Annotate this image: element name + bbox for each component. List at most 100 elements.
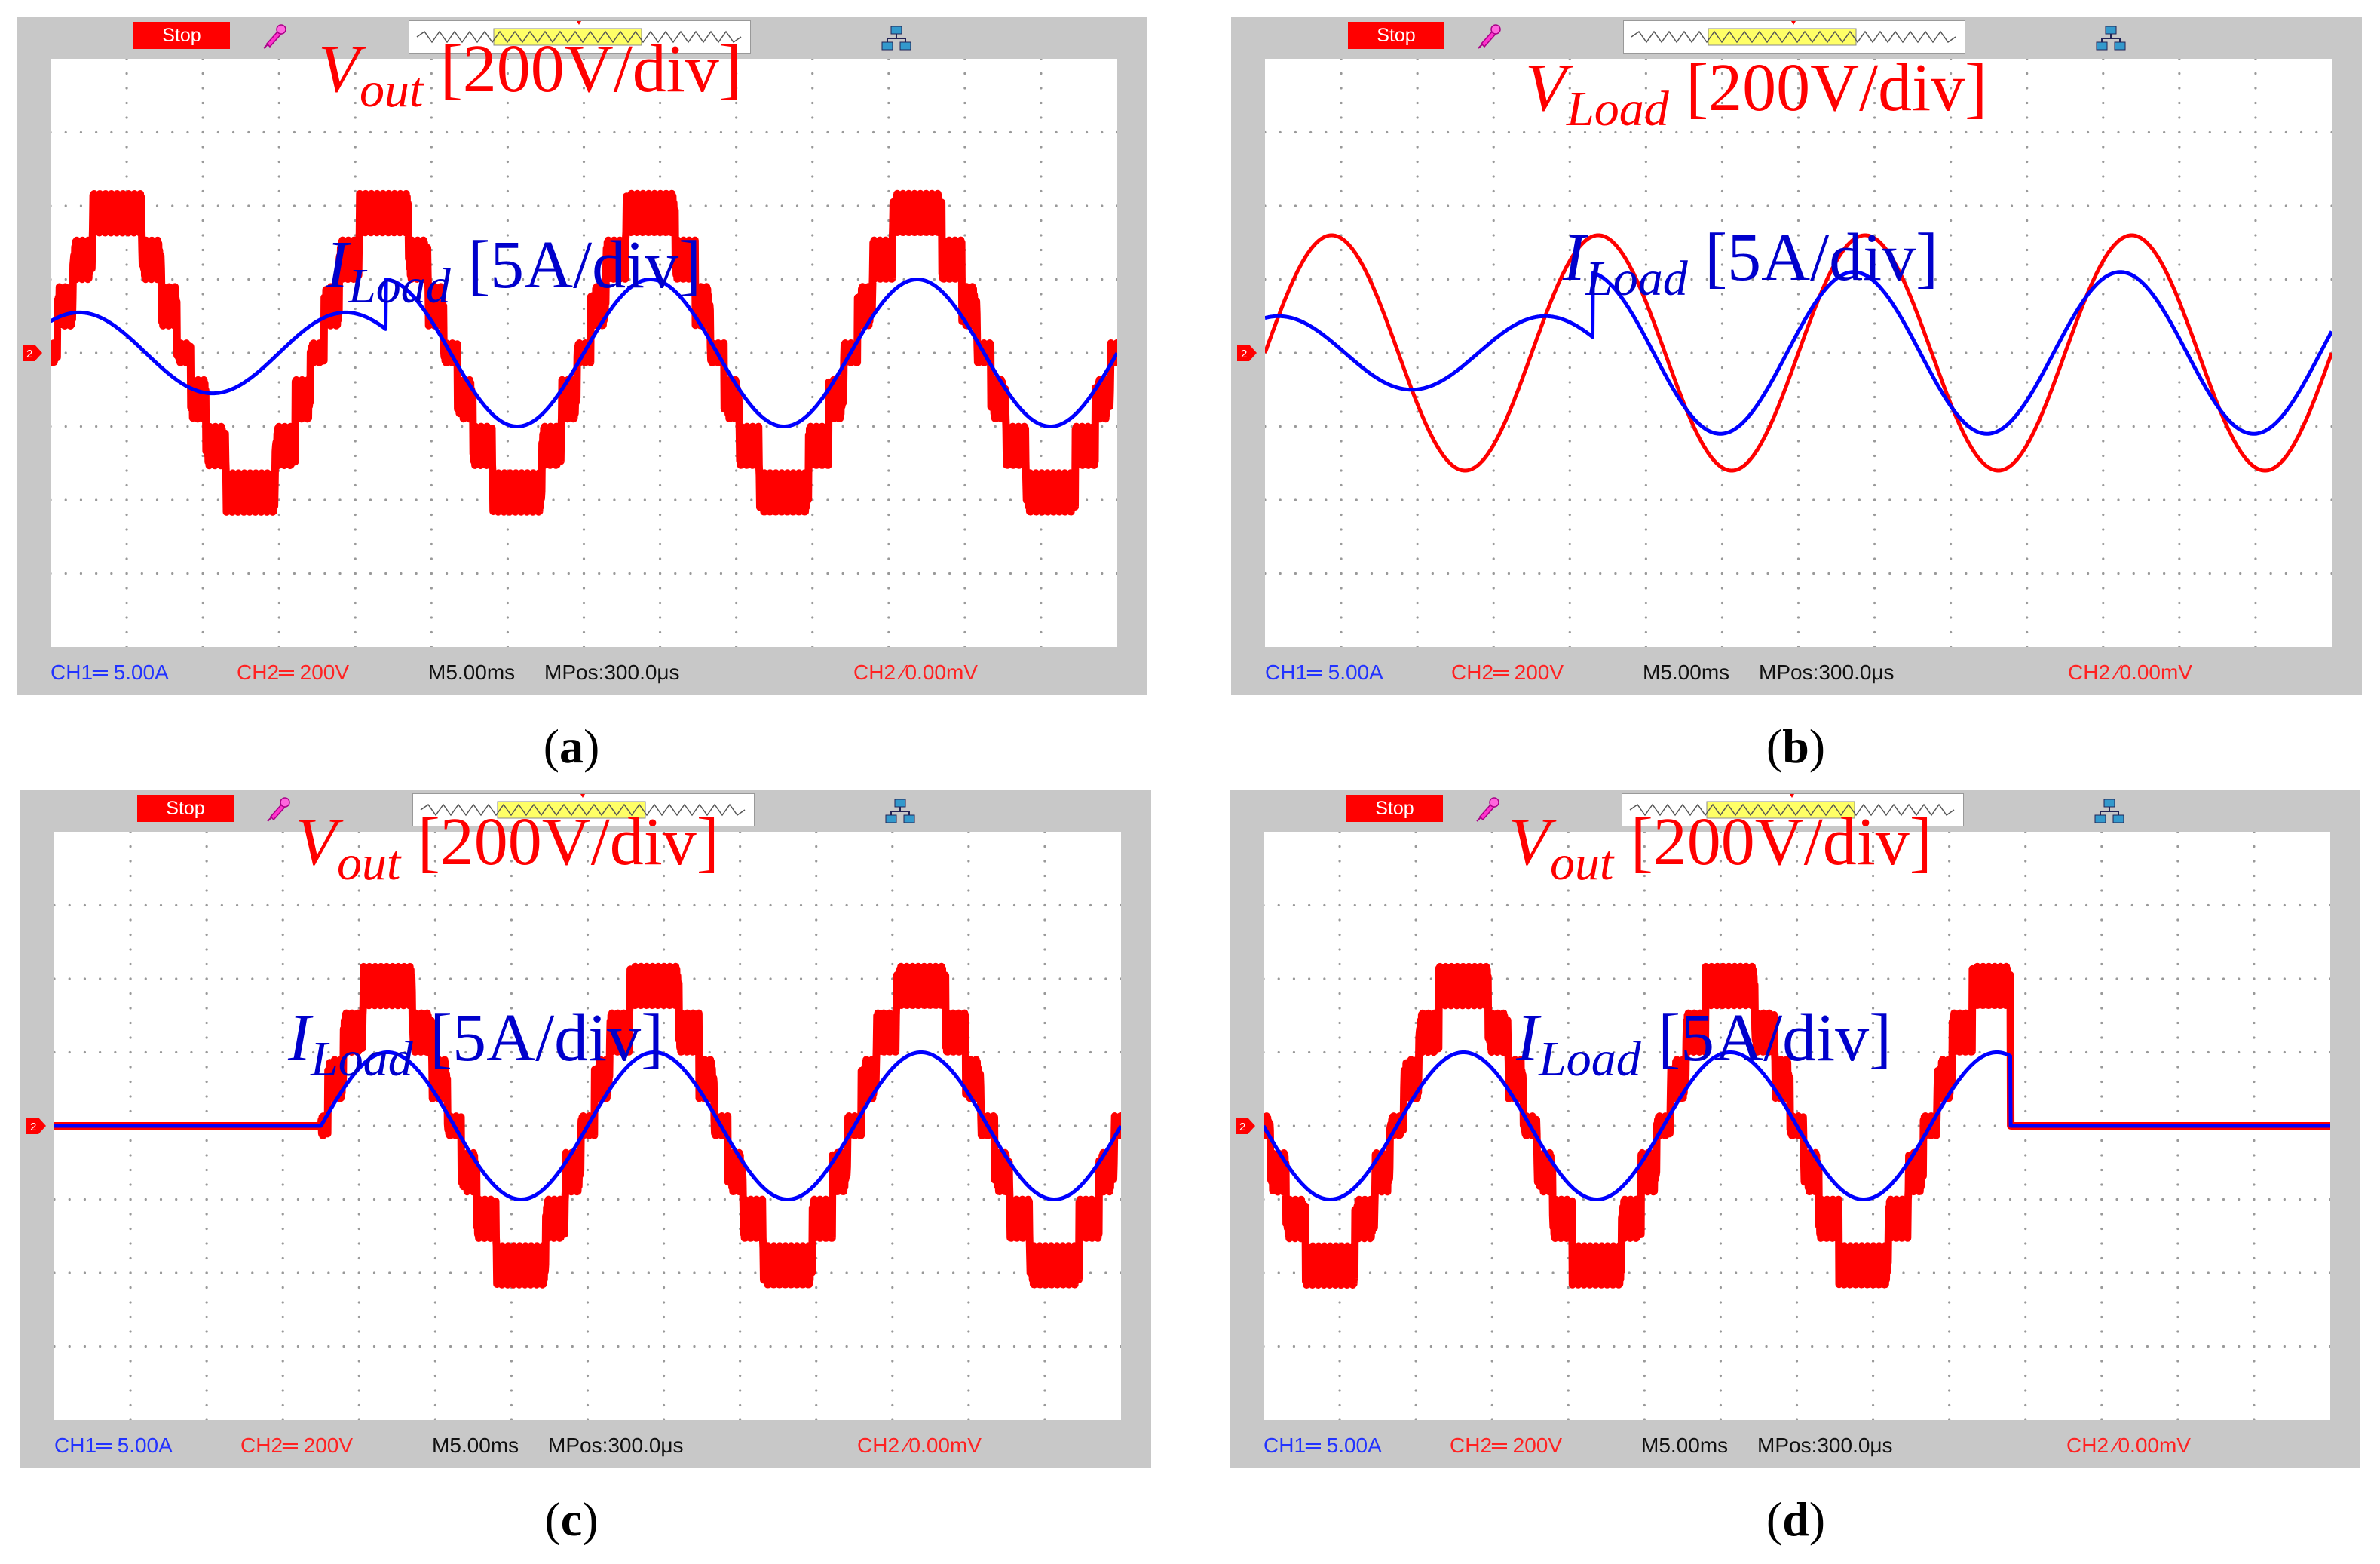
grid-dot [1340,146,1343,149]
grid-dot [1904,351,1907,354]
grid-dot [2253,962,2256,966]
grid-dot [2100,1242,2103,1245]
grid-dot [171,278,174,281]
grid-dot [1796,601,1800,605]
probe-icon[interactable] [259,21,289,51]
ch1-scale-readout: CH1═ 5.00A [1264,1434,1382,1457]
grid-dot [2238,1345,2241,1348]
stop-button[interactable]: Stop [1346,795,1443,822]
ch1_label-var: I [288,1001,311,1075]
grid-dot [1384,1050,1387,1054]
grid-dot [1644,351,1647,354]
grid-dot [658,440,662,443]
grid-dot [159,1345,163,1348]
grid-dot [2100,1198,2103,1201]
grid-dot [1689,1271,1692,1274]
grid-dot [1043,1330,1046,1333]
grid-dot [2026,263,2029,266]
grid-dot [2207,1050,2210,1054]
grid-dot [1492,381,1495,384]
grid-dot [342,1198,345,1201]
grid-dot [537,130,540,134]
grid-dot [2253,1242,2256,1245]
grid-dot [1353,1124,1356,1127]
grid-dot [2100,889,2103,892]
timeline-overview[interactable] [412,793,755,826]
grid-dot [765,351,768,354]
grid-dot [2239,498,2242,501]
grid-dot [586,1213,590,1216]
grid-dot [1085,572,1089,575]
stop-button[interactable]: Stop [137,795,234,822]
grid-dot [1720,293,1724,296]
grid-dot [1462,498,1465,501]
grid-dot [2102,528,2105,531]
grid-dot [567,425,570,428]
grid-dot [2330,498,2332,501]
grid-dot [1265,278,1267,281]
grid-dot [2254,646,2257,647]
grid-dot [1795,1095,1799,1098]
grid-dot [54,1050,56,1054]
timeline-overview[interactable] [1622,793,1964,826]
grid-dot [2315,204,2318,207]
grid-dot [2222,1345,2225,1348]
grid-dot [1089,1050,1092,1054]
grid-dot [2132,351,2135,354]
grid-dot [902,498,905,501]
timeline-overview[interactable] [409,20,751,54]
grid-dot [1446,351,1450,354]
grid-dot [662,933,666,937]
grid-dot [277,72,280,75]
grid-dot [1780,1271,1783,1274]
grid-dot [491,204,494,207]
grid-dot [2254,204,2257,207]
grid-dot [277,542,280,546]
probe-icon[interactable] [263,794,293,824]
grid-dot [795,572,799,575]
grid-dot [1720,59,1724,60]
grid-dot [2329,1345,2330,1348]
probe-icon[interactable] [1474,21,1504,51]
grid-dot [2147,572,2151,575]
grid-dot [602,1271,605,1274]
grid-dot [125,116,128,119]
grid-dot [510,889,513,892]
grid-dot [2178,204,2181,207]
grid-dot [1492,630,1495,634]
grid-dot [201,160,204,164]
grid-dot [1429,1345,1432,1348]
grid-dot [1492,542,1495,546]
grid-dot [159,977,163,980]
grid-dot [510,1066,513,1069]
grid-dot [277,175,280,178]
scope-screen [1265,59,2332,647]
grid-dot [815,918,818,922]
grid-dot [1338,1021,1341,1025]
grid-dot [2100,845,2103,848]
grid-dot [1416,498,1419,501]
grid-dot [1796,59,1800,60]
grid-dot [510,860,513,863]
grid-dot [948,351,951,354]
grid-dot [658,160,662,164]
grid-dot [1040,234,1043,237]
grid-dot [1386,498,1389,501]
grid-dot [231,425,235,428]
grid-dot [1414,1168,1417,1172]
grid-dot [1795,1403,1799,1407]
stop-button[interactable]: Stop [1348,22,1444,49]
grid-dot [2254,410,2257,413]
probe-icon[interactable] [1472,794,1502,824]
stop-button[interactable]: Stop [133,22,230,49]
grid-dot [125,381,128,384]
grid-dot [354,440,357,443]
grid-dot [415,498,418,501]
timeline-overview[interactable] [1623,20,1965,54]
grid-dot [1904,572,1907,575]
grid-dot [1643,1109,1646,1113]
grid-dot [1720,425,1724,428]
grid-dot [235,1271,239,1274]
grid-dot [155,498,159,501]
grid-dot [826,278,829,281]
